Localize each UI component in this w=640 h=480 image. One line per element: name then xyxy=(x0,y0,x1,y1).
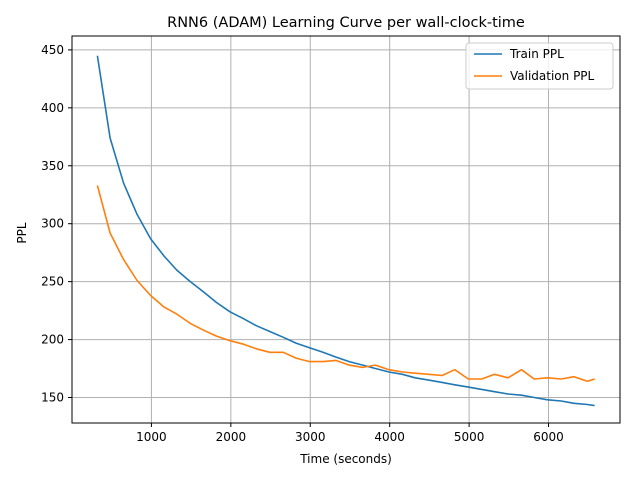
legend-label: Train PPL xyxy=(509,47,564,61)
y-tick-label: 450 xyxy=(41,43,64,57)
x-tick-label: 5000 xyxy=(454,430,485,444)
y-tick-label: 200 xyxy=(41,333,64,347)
y-axis-label: PPL xyxy=(15,222,29,243)
plot-frame xyxy=(71,35,621,424)
x-tick-label: 3000 xyxy=(295,430,326,444)
x-tick-label: 2000 xyxy=(216,430,247,444)
x-tick-label: 1000 xyxy=(136,430,167,444)
legend-label: Validation PPL xyxy=(510,69,595,83)
ticks: 1000 2000 3000 4000 5000 6000 150 200 250 300 350 4… xyxy=(41,43,564,444)
legend-box xyxy=(465,42,614,90)
grid xyxy=(72,36,620,423)
series-line-validation-ppl xyxy=(96,185,595,383)
chart-title: RNN6 (ADAM) Learning Curve per wall-cloc… xyxy=(167,15,525,31)
y-tick-label: 300 xyxy=(41,217,64,231)
y-tick-label: 250 xyxy=(41,275,64,289)
y-tick-label: 350 xyxy=(41,159,64,173)
x-tick-label: 4000 xyxy=(374,430,405,444)
x-tick-label: 6000 xyxy=(533,430,564,444)
legend: Train PPL Validation PPL xyxy=(465,42,614,90)
x-axis-label: Time (seconds) xyxy=(299,452,392,466)
series-layer xyxy=(96,55,595,407)
y-tick-label: 400 xyxy=(41,101,64,115)
series-line-train-ppl xyxy=(96,55,595,407)
y-tick-label: 150 xyxy=(41,391,64,405)
